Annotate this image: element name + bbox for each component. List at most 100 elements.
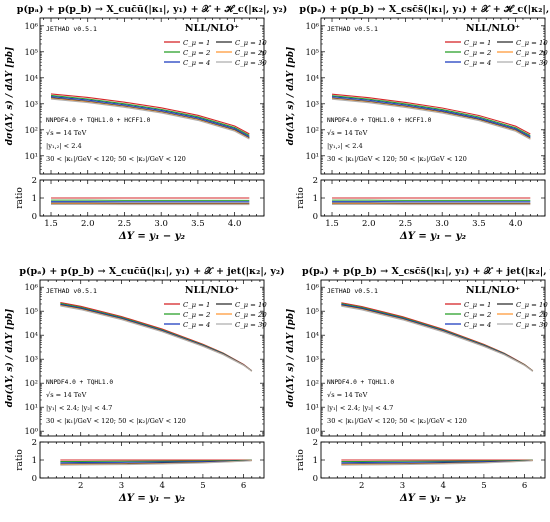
x-tick-label: 3.0: [154, 219, 168, 229]
series-line: [50, 98, 250, 140]
series-line: [341, 302, 534, 372]
y-tick-label: 10⁶: [306, 22, 319, 31]
ratio-y-tick-label: 1: [313, 456, 318, 466]
y-tick-label: 10⁴: [25, 74, 38, 83]
y-tick-label: 10¹: [25, 152, 38, 161]
legend-label: C_μ = 20: [235, 311, 267, 319]
y-tick-label: 10⁵: [306, 307, 319, 316]
legend-label: C_μ = 20: [516, 311, 548, 319]
legend-label: C_μ = 30: [235, 59, 267, 67]
x-tick-label: 3: [400, 481, 405, 491]
series-line: [341, 305, 534, 372]
main-plot-frame: [320, 279, 546, 437]
y-tick-label: 10²: [306, 379, 319, 388]
y-tick-label: 10⁵: [25, 307, 38, 316]
x-tick-label: 2: [78, 481, 83, 491]
series-line: [60, 305, 253, 372]
ratio-series-group: [332, 197, 531, 206]
legend-label: C_μ = 30: [235, 321, 267, 329]
chart-panel-1: p(pₐ) + p(p_b) → X_cuc̄ū(|κ₁|, y₁) + 𝒳 +…: [4, 3, 287, 242]
x-tick-label: 5: [481, 481, 486, 491]
legend-label: C_μ = 20: [516, 49, 548, 57]
y-tick-label: 10⁴: [306, 74, 319, 83]
series-line: [331, 97, 531, 139]
ratio-y-tick-label: 2: [313, 438, 318, 448]
legend-label: C_μ = 10: [516, 301, 548, 309]
info-line: |y₁,₂| < 2.4: [327, 142, 363, 150]
y-tick-label: 10⁶: [306, 283, 319, 292]
y-tick-label: 10⁴: [306, 331, 319, 340]
x-tick-label: 3.5: [191, 219, 205, 229]
x-tick-label: 4: [159, 481, 164, 491]
series-line: [50, 93, 250, 135]
info-line: |y₁| < 2.4; |y₂| < 4.7: [327, 404, 393, 412]
series-line: [331, 98, 531, 140]
info-line: √s = 14 TeV: [327, 391, 368, 399]
x-axis-label: ΔY = y₁ − y₂: [399, 493, 467, 504]
legend-label: C_μ = 10: [516, 39, 548, 47]
x-tick-label: 2.5: [118, 219, 132, 229]
y-tick-label: 10¹: [306, 152, 319, 161]
x-tick-label: 1.5: [325, 219, 339, 229]
series-line: [331, 96, 531, 138]
legend-label: C_μ = 30: [516, 321, 548, 329]
legend-label: C_μ = 2: [464, 311, 491, 319]
y-tick-label: 10⁶: [25, 283, 38, 292]
legend-label: C_μ = 4: [464, 59, 491, 67]
legend-label: C_μ = 2: [183, 49, 210, 57]
x-tick-label: 3.0: [435, 219, 449, 229]
series-group: [331, 93, 531, 140]
ratio-line: [60, 460, 252, 466]
ratio-series-group: [60, 459, 252, 466]
ratio-y-tick-label: 1: [32, 194, 37, 204]
info-line: 30 < |κ₁|/GeV < 120; 50 < |κ₂|/GeV < 120: [327, 417, 467, 425]
y-tick-label: 10⁵: [25, 48, 38, 57]
series-line: [331, 95, 531, 137]
jethad-tag: JETHAD v0.5.1: [327, 287, 378, 295]
ratio-y-tick-label: 0: [32, 474, 37, 484]
chart-title: p(pₐ) + p(p_b) → X_csc̄s̄(|κ₁|, y₁) + 𝒳 …: [299, 3, 550, 15]
ratio-axis-label: ratio: [296, 187, 306, 209]
legend-label: C_μ = 1: [183, 301, 210, 309]
x-tick-label: 2.0: [362, 219, 376, 229]
x-tick-label: 4.0: [228, 219, 242, 229]
ratio-axis-label: ratio: [296, 449, 306, 471]
legend-label: C_μ = 4: [183, 59, 210, 67]
y-axis-label: dσ(ΔY, s) / dΔY [pb]: [285, 47, 296, 146]
info-line: 30 < |κ₁|/GeV < 120; 50 < |κ₂|/GeV < 120: [327, 155, 467, 163]
x-tick-label: 5: [200, 481, 205, 491]
series-line: [341, 305, 534, 372]
main-plot-frame: [39, 279, 265, 437]
y-tick-label: 10³: [306, 355, 319, 364]
jethad-tag: JETHAD v0.5.1: [46, 287, 97, 295]
info-line: NNPDF4.0 + TQHL1.0 + HCFF1.0: [327, 117, 432, 124]
x-axis-label: ΔY = y₁ − y₂: [118, 493, 186, 504]
ratio-series-group: [51, 197, 250, 206]
legend-label: C_μ = 2: [183, 311, 210, 319]
x-tick-label: 6: [522, 481, 527, 491]
legend-label: C_μ = 1: [183, 39, 210, 47]
y-tick-label: 10⁵: [306, 48, 319, 57]
x-tick-label: 4: [440, 481, 445, 491]
chart-title: p(pₐ) + p(p_b) → X_csc̄s̄(|κ₁|, y₁) + 𝒳 …: [302, 265, 550, 277]
x-axis-label: ΔY = y₁ − y₂: [118, 231, 186, 242]
y-tick-label: 10³: [25, 100, 38, 109]
y-tick-label: 10⁰: [25, 427, 38, 436]
chart-panel-2: p(pₐ) + p(p_b) → X_csc̄s̄(|κ₁|, y₁) + 𝒳 …: [285, 3, 550, 242]
legend-header: NLL/NLO⁺: [185, 23, 239, 34]
chart-title: p(pₐ) + p(p_b) → X_cuc̄ū(|κ₁|, y₁) + 𝒳 +…: [17, 3, 287, 15]
legend-label: C_μ = 4: [183, 321, 210, 329]
info-line: 30 < |κ₁|/GeV < 120; 50 < |κ₂|/GeV < 120: [46, 417, 186, 425]
x-axis-label: ΔY = y₁ − y₂: [399, 231, 467, 242]
info-line: √s = 14 TeV: [46, 391, 87, 399]
series-line: [60, 305, 253, 372]
y-tick-label: 10⁴: [25, 331, 38, 340]
ratio-y-tick-label: 0: [313, 212, 318, 222]
series-group: [341, 302, 534, 372]
series-group: [50, 93, 250, 140]
y-tick-label: 10³: [306, 100, 319, 109]
legend-label: C_μ = 1: [464, 39, 491, 47]
legend-label: C_μ = 1: [464, 301, 491, 309]
y-tick-label: 10⁶: [25, 22, 38, 31]
